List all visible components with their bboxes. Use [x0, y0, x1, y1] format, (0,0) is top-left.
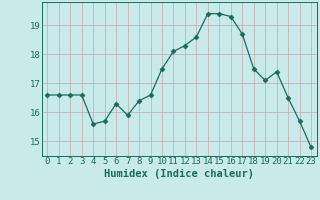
- X-axis label: Humidex (Indice chaleur): Humidex (Indice chaleur): [104, 169, 254, 179]
